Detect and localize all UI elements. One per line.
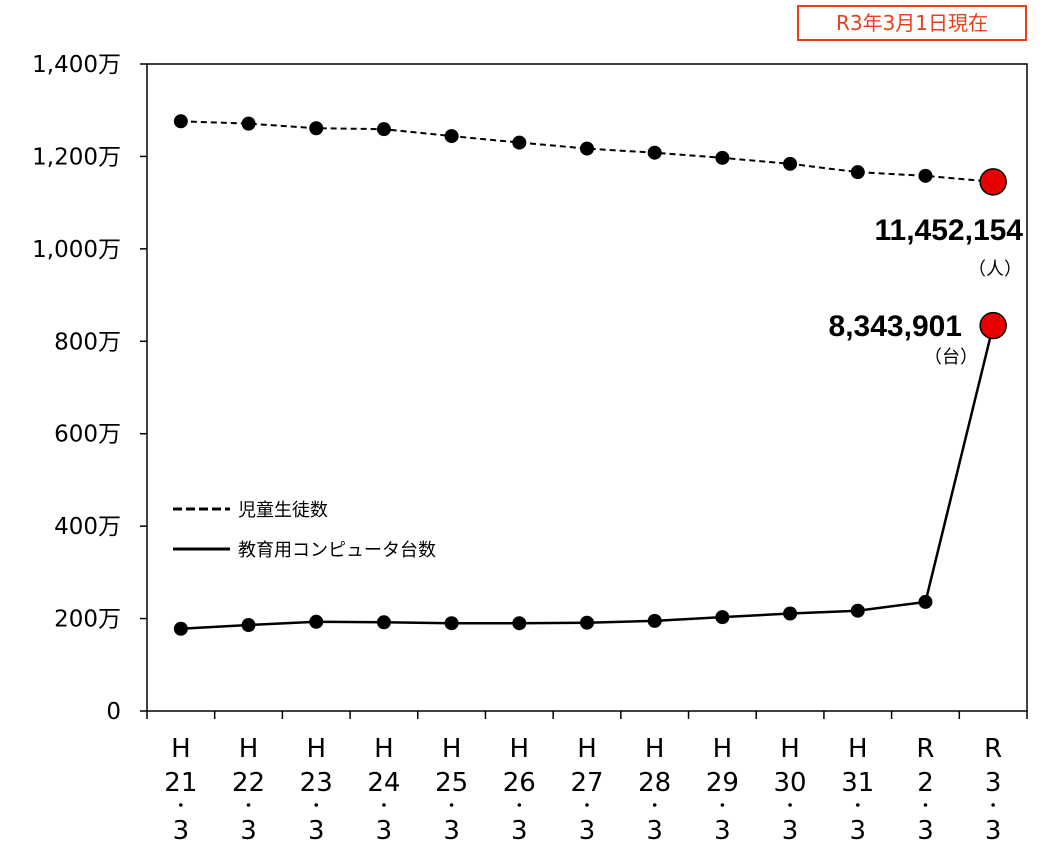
y-tick-label: 400万 — [54, 514, 121, 540]
data-points — [173, 114, 1007, 636]
y-tick-label: 200万 — [54, 607, 121, 633]
x-tick-label: H 21 3 — [164, 734, 197, 841]
x-tick-separator-dot — [991, 803, 995, 807]
x-tick-label: H 23 3 — [300, 734, 333, 841]
data-point — [580, 141, 594, 156]
x-tick-separator-dot — [517, 803, 522, 807]
annotation-value-students: 11,452,154 — [875, 214, 1024, 247]
annotation-unit-computers: （台） — [924, 347, 978, 368]
y-tick-label: 800万 — [54, 329, 121, 355]
x-tick-separator-dot — [314, 803, 319, 807]
x-axis-ticks: H 21 3 H 22 3 H 23 3 H 24 3 H 25 3 H 26 3 H 27 3 H 28 3 H 29 3 H 30 3… — [146, 711, 1028, 841]
data-point — [173, 114, 188, 129]
x-tick-separator-dot — [382, 803, 386, 807]
data-point — [376, 122, 391, 137]
data-point — [918, 168, 933, 183]
x-tick-separator-dot — [720, 803, 725, 807]
data-point — [715, 610, 730, 625]
data-point — [850, 603, 865, 618]
data-point — [783, 606, 798, 621]
x-tick-separator-dot — [652, 803, 657, 807]
annotation-unit-students: （人） — [968, 259, 1022, 280]
y-axis-ticks: 0 200万 400万 600万 800万 1,000万 1,200万 1,400万 — [32, 52, 147, 725]
data-point — [173, 621, 188, 636]
data-point — [647, 145, 662, 160]
x-tick-label: H 24 3 — [367, 734, 400, 841]
x-tick-separator-dot — [855, 803, 860, 807]
data-point — [241, 618, 256, 633]
highlight-point — [979, 168, 1007, 196]
y-tick-label: 600万 — [54, 422, 121, 448]
x-tick-label: H 26 3 — [503, 734, 536, 841]
x-tick-label: H 31 3 — [841, 734, 874, 841]
y-tick-label: 1,000万 — [32, 237, 121, 263]
x-tick-separator-dot — [788, 803, 792, 807]
data-point — [512, 135, 527, 150]
data-point — [850, 165, 865, 180]
date-badge: R3年3月1日現在 — [797, 5, 1027, 41]
data-point — [241, 116, 256, 131]
data-point — [918, 594, 933, 609]
data-point — [444, 129, 459, 144]
data-point — [715, 150, 730, 165]
data-point — [512, 616, 527, 631]
x-tick-label: H 29 3 — [706, 734, 739, 841]
plot-frame — [146, 63, 1028, 712]
x-tick-separator-dot — [923, 803, 928, 807]
annotations: 11,452,154 （人） 8,343,901 （台） — [829, 214, 1024, 368]
data-point — [444, 616, 459, 631]
data-point — [309, 121, 324, 136]
legend-label-2: 教育用コンピュータ台数 — [238, 540, 436, 561]
data-point — [376, 615, 391, 630]
highlight-point — [979, 311, 1007, 340]
data-point — [580, 615, 594, 630]
y-tick-label: 1,200万 — [32, 144, 121, 170]
x-tick-label: H 28 3 — [638, 734, 671, 841]
axes — [146, 63, 1028, 712]
annotation-value-computers: 8,343,901 — [829, 310, 962, 343]
x-tick-label: H 27 3 — [570, 734, 603, 841]
x-tick-separator-dot — [449, 803, 454, 807]
series-line-2 — [180, 325, 995, 630]
x-tick-label: H 30 3 — [774, 734, 807, 841]
x-tick-separator-dot — [246, 803, 251, 807]
x-tick-separator-dot — [179, 803, 183, 807]
data-point — [309, 614, 324, 629]
y-tick-label: 0 — [106, 699, 121, 725]
data-point — [647, 613, 662, 628]
legend-label-1: 児童生徒数 — [238, 500, 328, 521]
x-tick-label: H 25 3 — [435, 734, 468, 841]
y-tick-label: 1,400万 — [32, 52, 121, 78]
data-point — [783, 156, 798, 171]
x-tick-label: H 22 3 — [232, 734, 265, 841]
x-tick-separator-dot — [585, 803, 589, 807]
